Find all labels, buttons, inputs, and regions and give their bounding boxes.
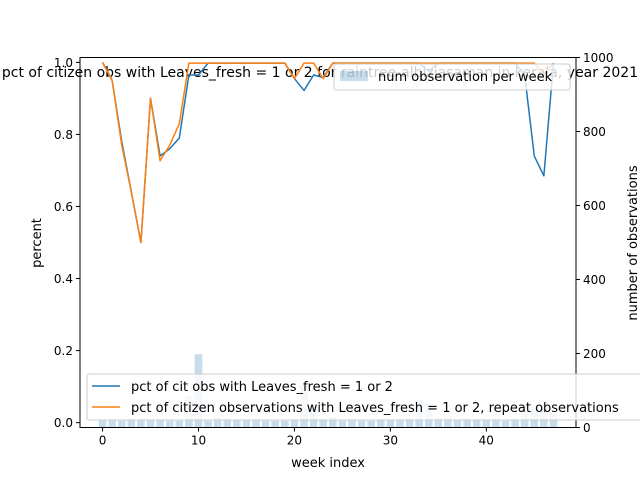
y-tick-label-left-0.2: 0.2 [54,344,73,358]
y-tick-label-right-600: 600 [583,199,606,213]
y-tick-label-left-0: 0.0 [54,416,73,430]
x-tick-label-30: 30 [383,434,398,448]
legend-label-series-2: pct of citizen observations with Leaves_… [131,401,619,416]
bar-week-43 [511,420,519,428]
x-tick-label-40: 40 [479,434,494,448]
y-tick-label-right-0: 0 [583,421,591,435]
bar-week-19 [280,420,289,428]
bar-week-31 [396,420,404,428]
bar-week-36 [444,416,452,428]
legend-label-bars: num observation per week [378,70,553,85]
y-tick-label-left-0.4: 0.4 [54,272,73,286]
bar-week-25 [338,420,347,428]
y-axis-label-right: number of observations [626,165,640,320]
bar-week-38 [463,419,471,428]
y-axis-label-left: percent [30,218,45,268]
y-tick-label-left-0.8: 0.8 [54,128,73,142]
bar-week-26 [348,419,356,428]
bar-week-27 [357,420,366,428]
y-tick-label-right-1000: 1000 [583,51,614,65]
bar-week-0 [98,420,107,428]
bar-week-8 [175,420,184,428]
x-tick-label-20: 20 [287,434,302,448]
x-axis-label: week index [291,456,365,471]
bar-week-42 [501,420,510,428]
legend-label-series-1: pct of cit obs with Leaves_fresh = 1 or … [131,380,393,395]
bar-week-32 [405,418,414,428]
bar-week-13 [223,419,232,428]
bar-week-1 [108,419,116,428]
bar-week-12 [213,417,222,428]
bar-week-29 [376,420,385,428]
bar-week-4 [137,420,145,428]
legend-swatch-bars [340,71,368,81]
x-tick-label-10: 10 [191,434,206,448]
legend-upper: num observation per week [333,63,571,91]
y-tick-label-right-800: 800 [583,125,606,139]
bar-week-20 [290,420,299,428]
y-tick-label-right-400: 400 [583,273,606,287]
bar-week-41 [492,420,500,428]
bar-week-3 [127,419,136,428]
bar-week-28 [367,420,376,428]
bar-week-7 [165,420,174,428]
bar-week-16 [252,419,260,428]
bar-week-40 [482,419,491,428]
y-tick-label-left-1: 1.0 [54,56,73,70]
bar-week-23 [319,420,328,428]
line-series-2 [101,62,555,244]
y-tick-label-left-0.6: 0.6 [54,200,73,214]
bar-week-17 [261,420,270,428]
x-tick-label-0: 0 [99,434,107,448]
bar-week-35 [434,418,443,428]
bar-week-18 [271,420,280,428]
bar-week-14 [233,420,241,428]
y-tick-label-right-200: 200 [583,347,606,361]
bar-week-39 [472,420,481,428]
bar-week-11 [204,420,212,428]
bar-week-2 [117,420,126,428]
bar-week-5 [146,420,155,428]
plot-frame [79,57,577,428]
bar-week-15 [242,419,251,428]
bar-week-37 [453,420,462,428]
legend-lower: pct of cit obs with Leaves_fresh = 1 or … [86,373,640,421]
bar-week-24 [328,417,337,428]
bar-week-6 [156,420,164,428]
bar-week-30 [386,420,395,428]
